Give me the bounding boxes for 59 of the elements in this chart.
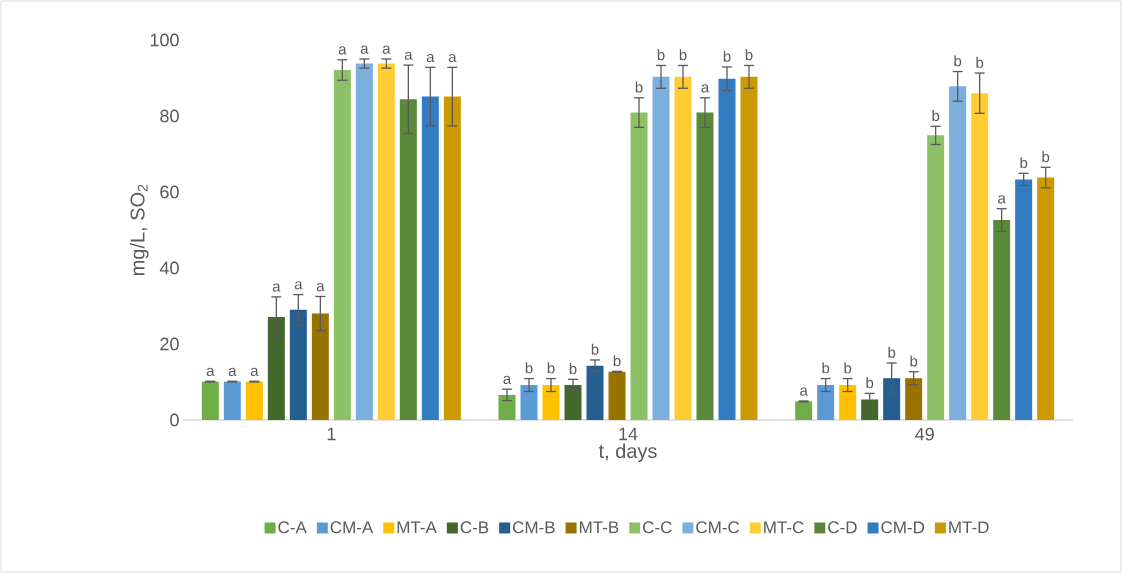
- x-tick-label: 49: [915, 427, 934, 441]
- data-label: a: [360, 45, 369, 54]
- data-label: a: [316, 283, 325, 292]
- data-label: b: [745, 49, 753, 61]
- legend-label: C-B: [460, 521, 489, 534]
- x-axis-title: t, days: [598, 443, 657, 463]
- data-label: a: [503, 375, 512, 384]
- x-tick-label: 14: [619, 427, 638, 441]
- y-axis-title: mg/L, SO$_{2}$: [129, 184, 149, 276]
- legend-label: MT-D: [949, 521, 989, 534]
- legend-label: CM-C: [696, 521, 740, 534]
- data-label: a: [998, 195, 1006, 204]
- legend-label: C-C: [643, 521, 672, 534]
- data-label: a: [382, 45, 391, 54]
- data-label: a: [228, 367, 237, 377]
- data-label: b: [954, 55, 962, 67]
- y-tick-label: 0: [170, 413, 179, 427]
- data-label: b: [547, 362, 555, 374]
- data-label: a: [800, 387, 808, 396]
- data-label: b: [569, 363, 577, 375]
- legend-label: MT-A: [397, 521, 437, 534]
- legend-label: MT-C: [764, 521, 804, 534]
- data-label: b: [910, 355, 918, 367]
- y-tick-label: 20: [160, 337, 179, 351]
- data-label: b: [723, 50, 731, 62]
- data-label: a: [206, 367, 215, 377]
- data-label: a: [294, 281, 303, 290]
- legend-label: CM-D: [881, 521, 925, 534]
- data-label: b: [613, 355, 621, 367]
- legend-label: C-D: [828, 521, 857, 534]
- y-tick-label: 40: [159, 261, 179, 275]
- data-label: b: [1042, 151, 1050, 163]
- data-label: b: [866, 377, 874, 389]
- data-label: a: [701, 84, 710, 93]
- legend-label: CM-B: [513, 521, 555, 534]
- y-tick-label: 60: [160, 185, 179, 199]
- x-tick-label: 1: [327, 427, 336, 441]
- data-label: b: [822, 362, 830, 374]
- legend-label: C-A: [278, 521, 307, 534]
- data-label: b: [635, 81, 643, 93]
- data-label: b: [976, 56, 984, 68]
- data-label: a: [426, 53, 435, 63]
- legend-label: MT-B: [579, 521, 619, 534]
- data-label: b: [1020, 157, 1028, 169]
- legend-label: CM-A: [330, 521, 374, 534]
- data-label: b: [591, 343, 599, 355]
- y-tick-label: 100: [150, 33, 179, 47]
- data-label: a: [250, 367, 259, 377]
- data-label: b: [657, 49, 665, 61]
- data-label: b: [679, 49, 687, 61]
- data-label: b: [525, 362, 533, 374]
- data-label: a: [338, 46, 347, 55]
- data-label: a: [448, 53, 457, 63]
- data-label: a: [272, 283, 281, 292]
- data-label: b: [888, 346, 896, 358]
- data-label: b: [844, 362, 852, 374]
- data-label: b: [932, 110, 940, 122]
- data-label: a: [404, 51, 413, 60]
- y-tick-label: 80: [160, 109, 179, 123]
